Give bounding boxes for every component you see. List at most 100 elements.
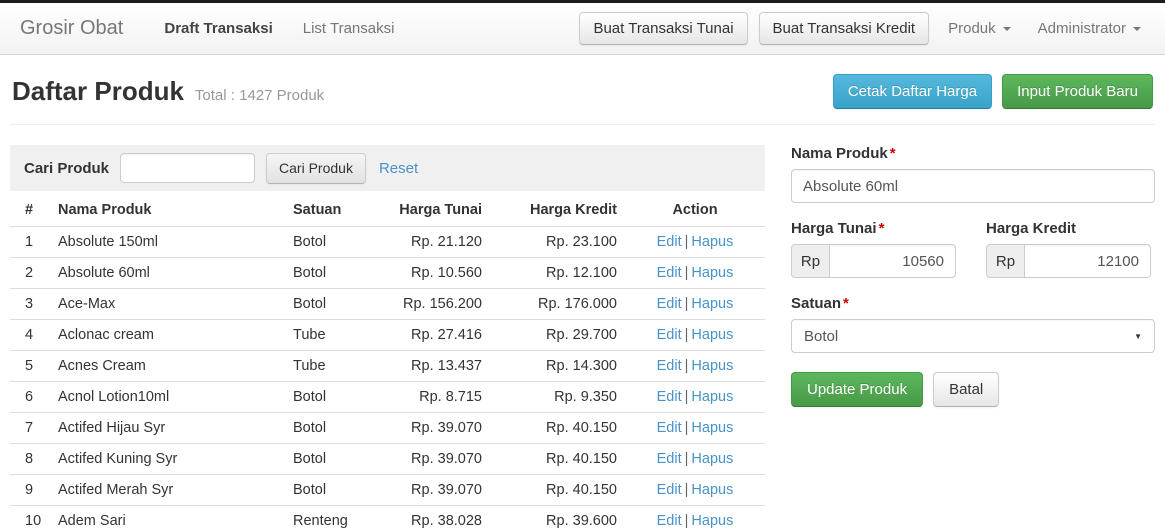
cash-price: Rp. 21.120 (390, 226, 490, 258)
row-number: 9 (10, 474, 50, 506)
table-row: 7 Actifed Hijau Syr Botol Rp. 39.070 Rp.… (10, 412, 765, 444)
harga-kredit-group: Harga Kredit Rp (986, 220, 1151, 278)
price-row: Harga Tunai* Rp Harga Kredit Rp (791, 220, 1155, 278)
row-actions: Edit | Hapus (625, 226, 765, 258)
navbar: Grosir Obat Draft Transaksi List Transak… (0, 3, 1165, 55)
satuan-select-value: Botol (804, 327, 839, 345)
hapus-link[interactable]: Hapus (691, 358, 734, 374)
cash-price: Rp. 8.715 (390, 381, 490, 413)
input-produk-baru-button[interactable]: Input Produk Baru (1002, 74, 1153, 109)
page-title: Daftar Produk (12, 76, 184, 106)
edit-product-form: Nama Produk* Harga Tunai* Rp Harga K (791, 145, 1155, 531)
buat-transaksi-tunai-button[interactable]: Buat Transaksi Tunai (579, 12, 748, 45)
batal-button[interactable]: Batal (933, 372, 1000, 407)
column-header-satuan: Satuan (293, 202, 342, 218)
row-actions: Edit | Hapus (625, 412, 765, 444)
produk-dropdown[interactable]: Produk (940, 20, 1019, 37)
edit-link[interactable]: Edit (656, 327, 682, 343)
row-number: 1 (10, 226, 50, 258)
product-name: Aclonac cream (50, 319, 285, 351)
edit-link[interactable]: Edit (656, 451, 682, 467)
product-name: Actifed Hijau Syr (50, 412, 285, 444)
cash-price: Rp. 39.070 (390, 443, 490, 475)
nama-produk-input[interactable] (791, 169, 1155, 203)
product-unit: Botol (285, 257, 390, 289)
nama-produk-label: Nama Produk * (791, 145, 896, 162)
row-actions: Edit | Hapus (625, 443, 765, 475)
hapus-link[interactable]: Hapus (691, 296, 734, 312)
product-unit: Tube (285, 350, 390, 382)
form-buttons: Update Produk Batal (791, 372, 1155, 407)
harga-kredit-label: Harga Kredit (986, 220, 1077, 237)
product-unit: Tube (285, 319, 390, 351)
edit-link[interactable]: Edit (656, 389, 682, 405)
currency-prefix: Rp (791, 244, 829, 278)
harga-tunai-label: Harga Tunai * (791, 220, 885, 237)
column-header-no: # (25, 202, 34, 218)
column-header-harga-kredit: Harga Kredit (529, 202, 617, 218)
cetak-daftar-harga-button[interactable]: Cetak Daftar Harga (832, 74, 993, 109)
satuan-select[interactable]: Botol ▼ (791, 319, 1155, 353)
action-separator: | (684, 265, 689, 281)
column-header-action: Action (672, 202, 718, 218)
row-actions: Edit | Hapus (625, 350, 765, 382)
caret-down-icon (1002, 26, 1011, 31)
product-unit: Botol (285, 443, 390, 475)
harga-kredit-input[interactable] (1024, 244, 1151, 278)
search-label: Cari Produk (24, 159, 110, 177)
table-row: 8 Actifed Kuning Syr Botol Rp. 39.070 Rp… (10, 443, 765, 475)
satuan-group: Satuan * Botol ▼ (791, 295, 1155, 353)
edit-link[interactable]: Edit (656, 234, 682, 250)
row-number: 7 (10, 412, 50, 444)
main-content: Cari Produk Cari Produk Reset # Nama Pro… (10, 145, 1155, 531)
page-header: Daftar Produk Total : 1427 Produk Cetak … (10, 55, 1155, 125)
harga-kredit-input-group: Rp (986, 244, 1151, 278)
row-number: 5 (10, 350, 50, 382)
hapus-link[interactable]: Hapus (691, 389, 734, 405)
edit-link[interactable]: Edit (656, 513, 682, 529)
window-top-strip (0, 0, 1165, 3)
credit-price: Rp. 29.700 (490, 319, 625, 351)
hapus-link[interactable]: Hapus (691, 482, 734, 498)
reset-link[interactable]: Reset (378, 159, 419, 177)
edit-link[interactable]: Edit (656, 358, 682, 374)
harga-tunai-group: Harga Tunai * Rp (791, 220, 956, 278)
satuan-label: Satuan * (791, 295, 849, 312)
hapus-link[interactable]: Hapus (691, 420, 734, 436)
row-number: 2 (10, 257, 50, 289)
hapus-link[interactable]: Hapus (691, 513, 734, 529)
search-button[interactable]: Cari Produk (266, 152, 366, 184)
administrator-dropdown[interactable]: Administrator (1030, 20, 1149, 37)
nav-item-list-transaksi[interactable]: List Transaksi (302, 20, 395, 37)
row-actions: Edit | Hapus (625, 257, 765, 289)
row-actions: Edit | Hapus (625, 505, 765, 531)
hapus-link[interactable]: Hapus (691, 451, 734, 467)
action-separator: | (684, 234, 689, 250)
search-bar: Cari Produk Cari Produk Reset (10, 145, 765, 191)
hapus-link[interactable]: Hapus (691, 234, 734, 250)
column-header-nama-produk: Nama Produk (58, 202, 152, 218)
action-separator: | (684, 513, 689, 529)
edit-link[interactable]: Edit (656, 265, 682, 281)
row-number: 10 (10, 505, 50, 531)
edit-link[interactable]: Edit (656, 482, 682, 498)
product-name: Acnol Lotion10ml (50, 381, 285, 413)
product-name: Adem Sari (50, 505, 285, 531)
product-unit: Botol (285, 288, 390, 320)
cash-price: Rp. 39.070 (390, 474, 490, 506)
hapus-link[interactable]: Hapus (691, 265, 734, 281)
table-row: 6 Acnol Lotion10ml Botol Rp. 8.715 Rp. 9… (10, 381, 765, 413)
currency-prefix: Rp (986, 244, 1024, 278)
brand[interactable]: Grosir Obat (20, 17, 124, 39)
search-input[interactable] (120, 153, 256, 183)
hapus-link[interactable]: Hapus (691, 327, 734, 343)
column-header-harga-tunai: Harga Tunai (399, 202, 482, 218)
edit-link[interactable]: Edit (656, 420, 682, 436)
buat-transaksi-kredit-button[interactable]: Buat Transaksi Kredit (758, 12, 930, 45)
harga-tunai-input[interactable] (829, 244, 956, 278)
nav-item-draft-transaksi[interactable]: Draft Transaksi (164, 20, 273, 37)
cash-price: Rp. 38.028 (390, 505, 490, 531)
row-actions: Edit | Hapus (625, 288, 765, 320)
edit-link[interactable]: Edit (656, 296, 682, 312)
update-produk-button[interactable]: Update Produk (791, 372, 924, 407)
